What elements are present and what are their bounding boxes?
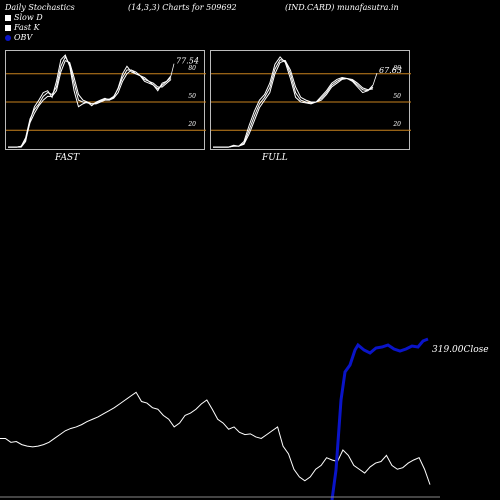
full-level-label: 80 xyxy=(393,65,401,72)
fast-level-label: 20 xyxy=(187,121,196,128)
legend-slow-d-label: Slow D xyxy=(14,13,43,22)
fast-stochastic-panel: 80 50 20 77.54 xyxy=(5,50,206,150)
header-params: (14,3,3) Charts for 509692 xyxy=(128,3,237,12)
full-stochastic-panel: 80 50 20 67.63 xyxy=(210,50,411,150)
legend-obv-label: OBV xyxy=(14,33,33,42)
legend-fast-k-swatch xyxy=(5,25,11,31)
legend-slow-d: Slow D xyxy=(5,13,43,22)
full-level-label: 50 xyxy=(393,93,401,100)
fast-last-value-pointer xyxy=(170,63,175,76)
fast-level-label: 50 xyxy=(188,93,196,100)
price-line xyxy=(0,391,431,485)
full-series-line-2 xyxy=(213,60,374,148)
legend-obv-swatch xyxy=(5,35,11,41)
close-price-label: 319.00Close xyxy=(432,345,489,355)
fast-panel-label: FAST xyxy=(55,153,80,163)
full-last-value-pointer xyxy=(372,72,378,86)
full-stochastic-chart: 80 50 20 67.63 xyxy=(211,56,411,148)
header-source: (IND.CARD) munafasutra.in xyxy=(285,3,399,12)
header-title: Daily Stochastics xyxy=(5,3,75,12)
legend-fast-k-label: Fast K xyxy=(14,23,40,32)
fast-stochastic-chart: 80 50 20 77.54 xyxy=(6,54,206,148)
full-level-label: 20 xyxy=(392,121,401,128)
full-panel-label: FULL xyxy=(262,153,288,163)
fast-last-value-label: 77.54 xyxy=(176,57,199,66)
legend-fast-k: Fast K xyxy=(5,23,40,32)
legend-slow-d-swatch xyxy=(5,15,11,21)
fast-series-line-2 xyxy=(8,59,172,148)
full-last-value-label: 67.63 xyxy=(379,66,402,75)
legend-obv: OBV xyxy=(5,33,32,42)
fast-level-label: 80 xyxy=(188,65,196,72)
obv-line xyxy=(330,337,429,500)
